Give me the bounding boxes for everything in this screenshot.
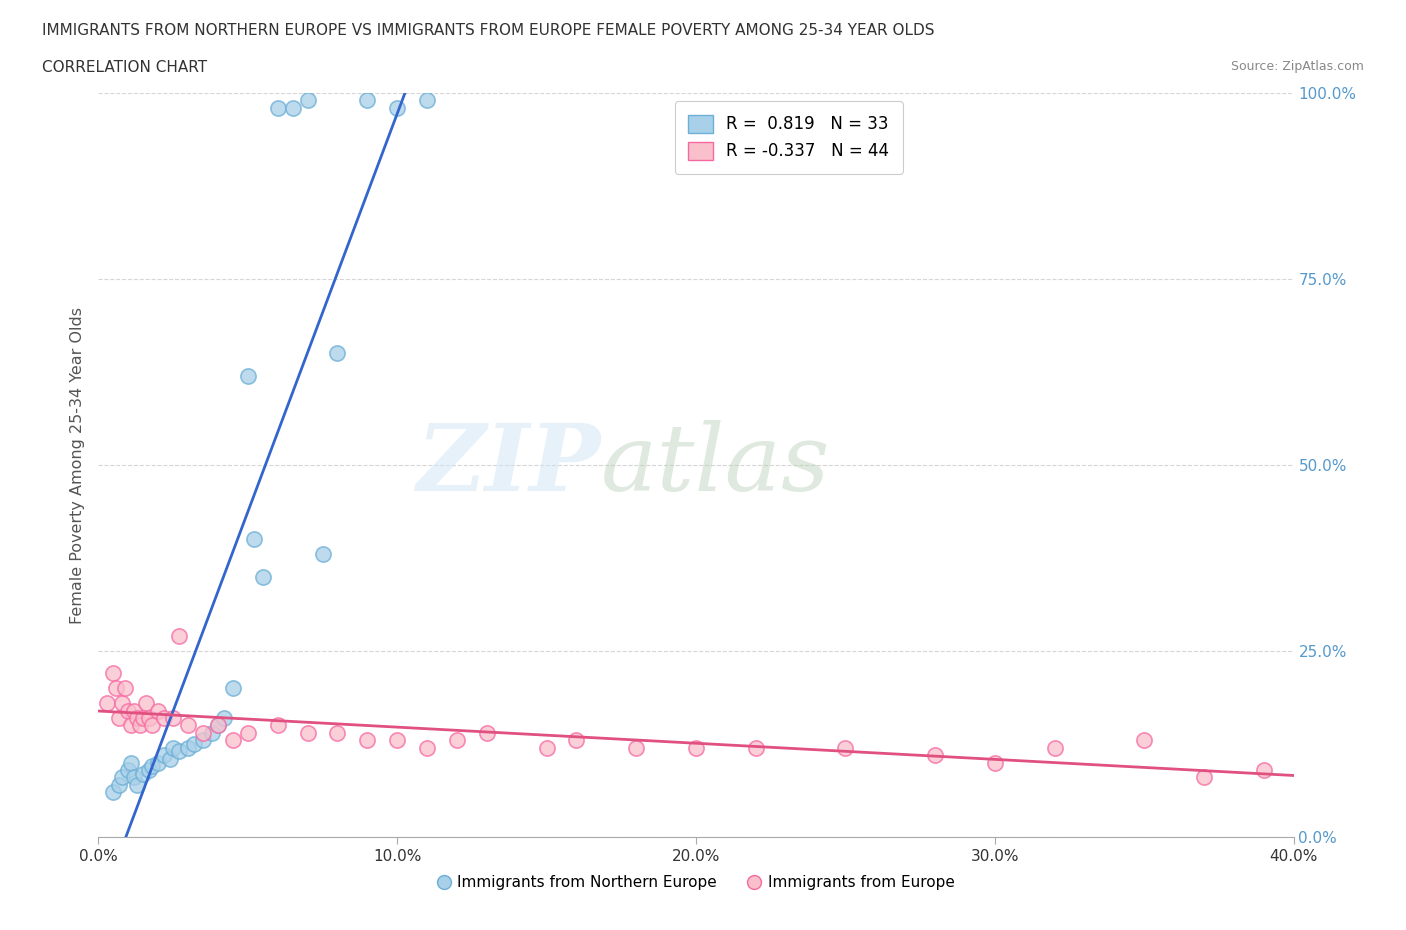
Point	[222, 681, 245, 696]
Point	[114, 681, 136, 696]
Point	[475, 725, 498, 740]
Point	[446, 733, 468, 748]
Point	[1133, 733, 1156, 748]
Point	[167, 744, 190, 759]
Point	[167, 629, 190, 644]
Text: ZIP: ZIP	[416, 420, 600, 510]
Point	[191, 725, 214, 740]
Point	[108, 777, 131, 792]
Point	[297, 725, 319, 740]
Point	[129, 718, 152, 733]
Point	[111, 770, 134, 785]
Point	[267, 718, 290, 733]
Point	[1192, 770, 1215, 785]
Point	[281, 100, 304, 115]
Point	[326, 346, 349, 361]
Point	[356, 93, 378, 108]
Point	[243, 532, 266, 547]
Point	[177, 718, 200, 733]
Point	[153, 711, 176, 725]
Point	[148, 755, 170, 770]
Legend: Immigrants from Northern Europe, Immigrants from Europe: Immigrants from Northern Europe, Immigra…	[432, 870, 960, 897]
Point	[177, 740, 200, 755]
Text: CORRELATION CHART: CORRELATION CHART	[42, 60, 207, 75]
Point	[745, 740, 768, 755]
Point	[565, 733, 588, 748]
Point	[212, 711, 235, 725]
Point	[124, 703, 146, 718]
Point	[236, 725, 259, 740]
Point	[105, 681, 128, 696]
Point	[536, 740, 558, 755]
Point	[103, 785, 125, 800]
Point	[141, 718, 163, 733]
Point	[138, 763, 160, 777]
Point	[124, 770, 146, 785]
Text: atlas: atlas	[600, 420, 830, 510]
Point	[626, 740, 648, 755]
Point	[117, 703, 139, 718]
Point	[326, 725, 349, 740]
Point	[120, 718, 142, 733]
Y-axis label: Female Poverty Among 25-34 Year Olds: Female Poverty Among 25-34 Year Olds	[69, 307, 84, 623]
Point	[356, 733, 378, 748]
Point	[416, 740, 439, 755]
Point	[385, 100, 409, 115]
Point	[207, 718, 229, 733]
Point	[685, 740, 707, 755]
Point	[153, 748, 176, 763]
Point	[252, 569, 274, 584]
Point	[207, 718, 229, 733]
Point	[127, 777, 149, 792]
Point	[236, 368, 259, 383]
Point	[924, 748, 946, 763]
Point	[159, 751, 181, 766]
Point	[385, 733, 409, 748]
Point	[138, 711, 160, 725]
Point	[191, 733, 214, 748]
Point	[132, 711, 155, 725]
Point	[1253, 763, 1275, 777]
Point	[297, 93, 319, 108]
Point	[135, 696, 157, 711]
Point	[132, 766, 155, 781]
Point	[141, 759, 163, 774]
Point	[222, 733, 245, 748]
Point	[416, 93, 439, 108]
Point	[834, 740, 856, 755]
Point	[127, 711, 149, 725]
Point	[148, 703, 170, 718]
Point	[162, 740, 184, 755]
Point	[120, 755, 142, 770]
Point	[201, 725, 224, 740]
Point	[183, 737, 205, 751]
Point	[984, 755, 1007, 770]
Point	[96, 696, 118, 711]
Point	[267, 100, 290, 115]
Point	[103, 666, 125, 681]
Point	[311, 547, 333, 562]
Point	[1043, 740, 1066, 755]
Point	[111, 696, 134, 711]
Text: Source: ZipAtlas.com: Source: ZipAtlas.com	[1230, 60, 1364, 73]
Point	[117, 763, 139, 777]
Point	[108, 711, 131, 725]
Point	[162, 711, 184, 725]
Text: IMMIGRANTS FROM NORTHERN EUROPE VS IMMIGRANTS FROM EUROPE FEMALE POVERTY AMONG 2: IMMIGRANTS FROM NORTHERN EUROPE VS IMMIG…	[42, 23, 935, 38]
